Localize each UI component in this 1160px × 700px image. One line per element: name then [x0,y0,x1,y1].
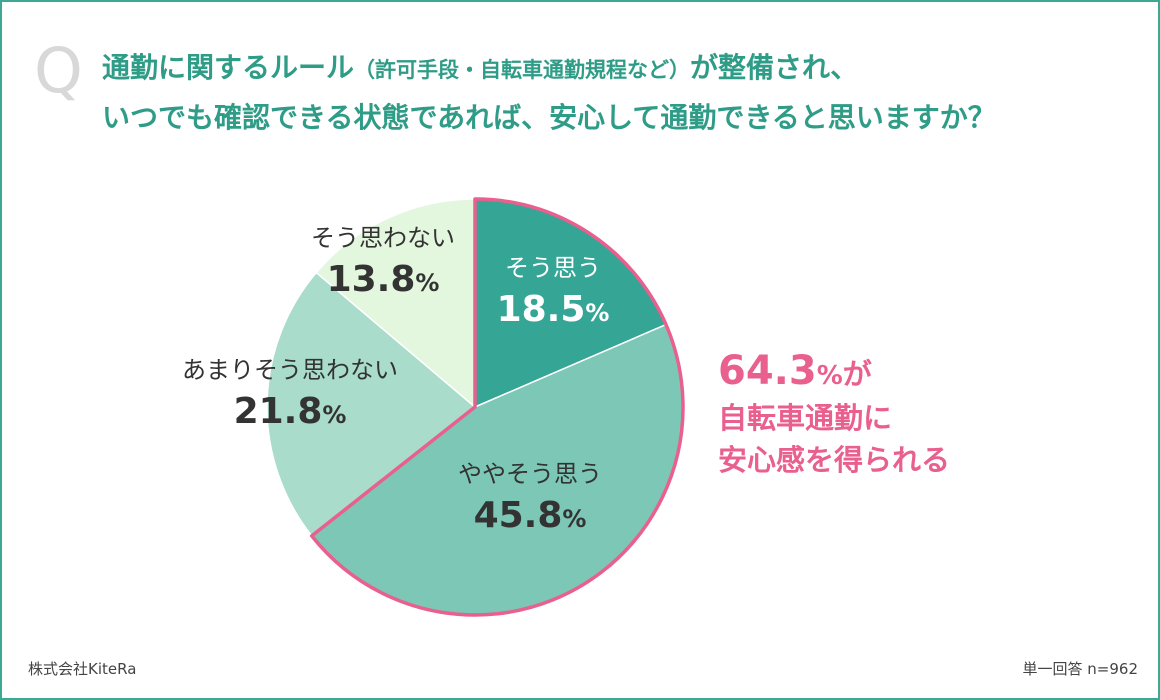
slice-value-number-2: 45.8 [474,495,563,536]
highlight-outline [309,197,685,617]
callout-line-3: 安心感を得られる [718,443,951,477]
slice-label-4: そう思わない [311,224,455,252]
question-line-1: 通勤に関するルール（許可手段・自転車通勤規程など）が整備され、 [102,44,996,94]
slice-value-number-3: 21.8 [234,391,323,432]
callout-value: 64.3 [718,348,817,394]
callout-line-1: 64.3%が [718,350,950,397]
slice-label-2: ややそう思う [458,460,602,488]
question-line-1-paren: （許可手段・自転車通勤規程など） [354,58,691,82]
slice-value-1: 18.5% [497,289,610,330]
callout-unit: % [816,361,843,391]
slice-value-4: 13.8% [327,259,440,300]
callout: 64.3%が 自転車通勤に 安心感を得られる [718,350,950,481]
pie-slice-3 [266,271,477,537]
question-mark-icon: Q [34,34,83,107]
slice-value-number-4: 13.8 [327,259,416,300]
pie-slice-4 [315,198,476,409]
question-line-2: いつでも確認できる状態であれば、安心して通勤できると思いますか？ [102,101,996,134]
slice-value-3: 21.8% [234,391,347,432]
slice-value-number-1: 18.5 [497,289,586,330]
slice-value-2: 45.8% [474,495,587,536]
company-credit: 株式会社KiteRa [28,660,137,678]
callout-line-2: 自転車通勤に [718,401,893,435]
slice-label-1: そう思う [505,254,601,282]
callout-suffix: が [842,357,872,391]
question-line-1-end: が整備され、 [690,51,859,84]
slice-value-unit-1: % [585,299,609,327]
slice-label-3: あまりそう思わない [182,356,398,384]
slice-value-unit-3: % [322,401,346,429]
sample-note: 単一回答 n=962 [1022,660,1138,678]
slice-value-unit-4: % [415,269,439,297]
question-line-1-main: 通勤に関するルール [102,51,355,84]
question-title: 通勤に関するルール（許可手段・自転車通勤規程など）が整備され、 いつでも確認でき… [102,44,996,142]
slice-value-unit-2: % [562,505,586,533]
